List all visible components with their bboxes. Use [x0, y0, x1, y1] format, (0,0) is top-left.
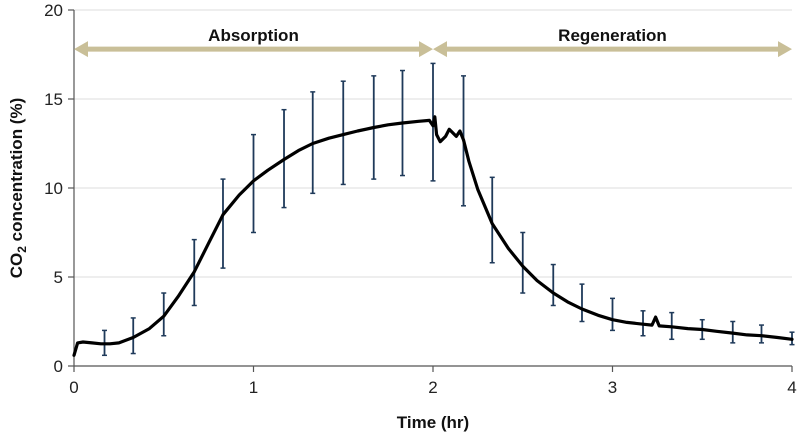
x-tick-label: 2 — [428, 378, 437, 397]
error-bar — [550, 263, 556, 307]
y-tick-label: 15 — [44, 90, 63, 109]
y-axis-title-subscript: 2 — [15, 246, 29, 253]
error-bar — [579, 283, 585, 323]
y-axis-title-main: CO — [7, 253, 26, 279]
phase-arrow-head-left — [74, 41, 88, 58]
y-axis-title-rest: concentration (%) — [7, 98, 26, 246]
error-bar — [520, 231, 526, 294]
phase-arrow-absorption: Absorption — [74, 26, 433, 58]
error-bar — [610, 297, 615, 332]
phase-arrows: Absorption Regeneration — [74, 26, 792, 58]
y-axis-title: CO2 concentration (%) — [7, 98, 29, 278]
x-tick-label: 4 — [787, 378, 796, 397]
x-axis-title: Time (hr) — [397, 413, 469, 432]
tick-labels: 0 1 2 3 4 0 5 10 15 20 — [44, 1, 797, 397]
error-bar — [251, 133, 256, 234]
phase-arrow-head-right — [419, 41, 433, 58]
phase-arrow-head-left — [433, 41, 447, 58]
error-bar — [220, 178, 226, 269]
y-tick-label: 5 — [54, 268, 63, 287]
error-bar — [758, 324, 764, 344]
y-tick-label: 0 — [54, 357, 63, 376]
error-bars — [102, 62, 795, 357]
x-tick-label: 1 — [249, 378, 258, 397]
series-line — [72, 115, 794, 357]
phase-arrow-head-right — [778, 41, 792, 58]
error-bar — [340, 80, 346, 186]
series-lines — [72, 115, 794, 357]
y-tick-label: 20 — [44, 1, 63, 20]
x-tick-label: 3 — [608, 378, 617, 397]
axis-titles: Time (hr) CO2 concentration (%) — [7, 98, 469, 432]
phase-arrow-regeneration: Regeneration — [433, 26, 792, 58]
phase-label: Regeneration — [558, 26, 667, 45]
x-tick-label: 0 — [69, 378, 78, 397]
axes — [68, 9, 793, 372]
y-tick-label: 10 — [44, 179, 63, 198]
phase-label: Absorption — [208, 26, 299, 45]
